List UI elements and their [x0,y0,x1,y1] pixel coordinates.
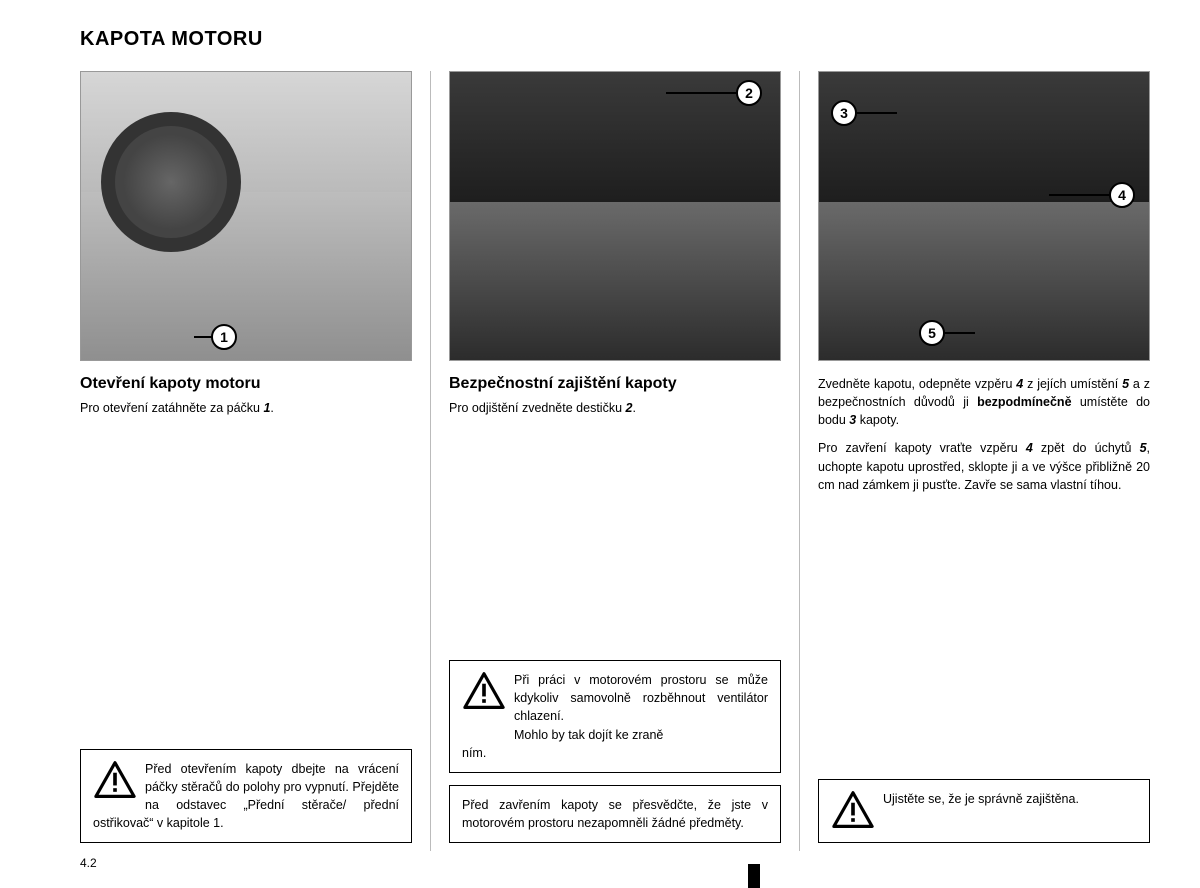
text-raise-hood: Zvedněte kapotu, odepněte vzpěru 4 z je­… [818,375,1150,429]
callout-2: 2 [736,80,762,106]
heading-safety-latch: Bezpečnostní zajištění kapoty [449,375,781,393]
heading-open-hood: Otevření kapoty motoru [80,375,412,393]
warning-fan-text-2: Mohlo by tak dojít ke zraně­ [514,728,663,742]
warning-icon [462,671,506,711]
callout-3: 3 [831,100,857,126]
warning-fan: Při práci v motorovém prostoru se může k… [449,660,781,773]
page-number: 4.2 [80,856,97,870]
warning-objects-text: Před zavřením kapoty se přesvědčte, že j… [462,798,768,830]
column-2: 2 Bezpečnostní zajištění kapoty Pro odji… [449,71,800,851]
content-columns: 1 Otevření kapoty motoru Pro otevření za… [80,71,1150,851]
page-title: KAPOTA MOTORU [80,28,1150,51]
figure-prop-rod: 3 4 5 [818,71,1150,361]
figure-hood-latch: 2 [449,71,781,361]
warning-icon [93,760,137,800]
text-open-hood: Pro otevření zatáhněte za páčku 1. [80,399,412,417]
corner-mark [748,864,760,888]
callout-5: 5 [919,320,945,346]
column-3: 3 4 5 Zvedněte kapotu, odepněte vzpěru 4… [818,71,1150,851]
warning-icon [831,790,875,830]
text-close-hood: Pro zavření kapoty vraťte vzpěru 4 zpět … [818,439,1150,493]
callout-1: 1 [211,324,237,350]
warning-wipers-text: Před otevřením kapoty dbejte na vrácení … [93,762,399,830]
warning-objects: Před zavřením kapoty se přesvědčte, že j… [449,785,781,843]
warning-secured-text: Ujistěte se, že je správně za­jištěna. [883,792,1079,806]
callout-4: 4 [1109,182,1135,208]
text-safety-latch: Pro odjištění zvedněte destičku 2. [449,399,781,417]
warning-wipers: Před otevřením kapoty dbejte na vrácení … [80,749,412,844]
column-1: 1 Otevření kapoty motoru Pro otevření za… [80,71,431,851]
figure-dashboard: 1 [80,71,412,361]
warning-fan-text-1: Při práci v motorovém prostoru se může k… [514,673,768,723]
warning-secured: Ujistěte se, že je správně za­jištěna. [818,779,1150,843]
warning-fan-text-2b: ním. [462,746,486,760]
